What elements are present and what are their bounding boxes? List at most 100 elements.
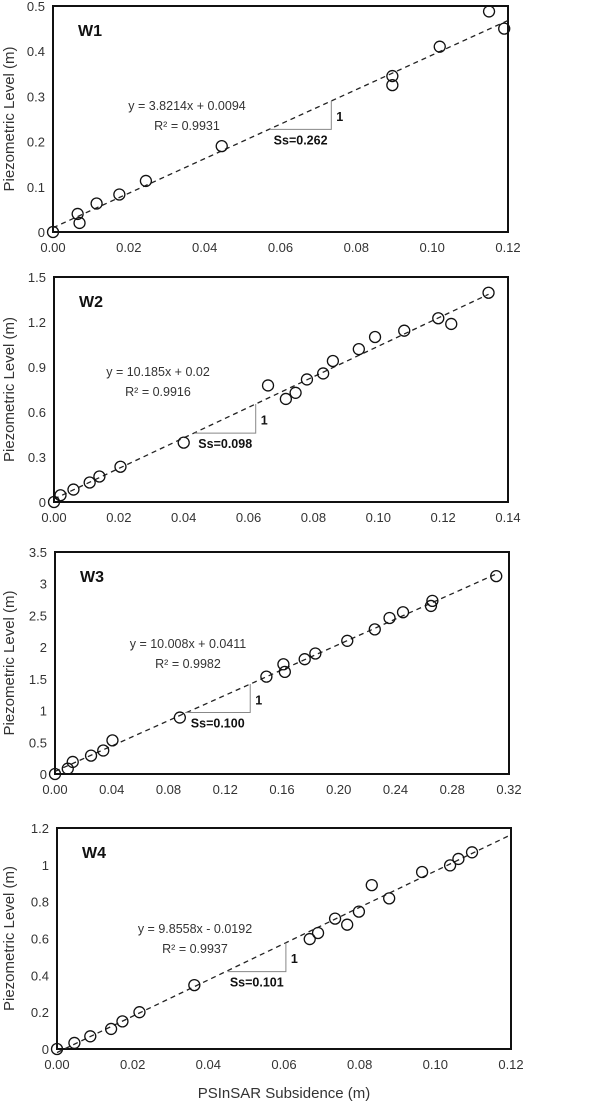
panel-label: W3: [80, 569, 104, 586]
x-tick-label: 0.00: [41, 510, 66, 525]
trendline: [56, 834, 512, 1054]
plot-frame: [53, 276, 509, 503]
data-point: [261, 379, 275, 392]
plot-frame: [56, 827, 512, 1050]
y-tick-label: 0.5: [29, 735, 47, 750]
data-point: [116, 1015, 129, 1028]
data-point: [424, 599, 438, 613]
x-tick-label: 0.02: [116, 240, 141, 255]
x-tick-label: 0.02: [106, 510, 131, 525]
x-tick-label: 0.06: [271, 1057, 296, 1072]
slope-rise-label: 1: [291, 952, 298, 966]
y-tick-label: 0.1: [27, 180, 45, 195]
y-tick-label: 1.5: [28, 270, 46, 285]
slope-triangle: [185, 684, 251, 713]
plot-frame: [52, 5, 509, 233]
x-tick-label: 0.14: [495, 510, 520, 525]
y-tick-label: 2.5: [29, 608, 47, 623]
data-point: [114, 460, 127, 473]
y-axis-label: Piezometric Level (m): [1, 590, 18, 735]
regression-equation: y = 10.185x + 0.02: [106, 365, 210, 379]
panel-w1: 0.00 0.02 0.04 0.06 0.08 0.10 0.12 0 0.1 0.2 0.3 0.…: [1, 0, 521, 255]
x-tick-label: 0.20: [326, 782, 351, 797]
data-point: [482, 286, 495, 299]
x-tick-label: 0.08: [347, 1057, 372, 1072]
y-tick-label: 0: [38, 225, 45, 240]
data-point: [368, 330, 382, 344]
data-point: [139, 174, 153, 188]
data-point: [93, 470, 106, 483]
y-tick-label: 1.2: [31, 821, 49, 836]
regression-equation: y = 9.8558x - 0.0192: [138, 922, 252, 936]
x-tick-label: 0.00: [44, 1057, 69, 1072]
data-point: [465, 846, 479, 859]
data-point: [260, 670, 273, 683]
data-point: [352, 905, 366, 918]
data-point: [48, 767, 62, 781]
data-point: [415, 865, 429, 879]
y-tick-label: 2: [40, 640, 47, 655]
y-tick-label: 0.3: [28, 450, 46, 465]
data-point: [68, 1036, 81, 1050]
data-point: [177, 436, 190, 449]
panel-label: W2: [79, 294, 103, 311]
slope-run-label: Ss=0.262: [274, 133, 328, 147]
trendline: [53, 293, 489, 500]
data-point: [113, 188, 126, 201]
data-point: [47, 495, 61, 509]
slope-run-label: Ss=0.101: [230, 976, 284, 990]
data-point: [303, 932, 316, 946]
data-point: [289, 386, 302, 399]
panel-w2: 0.00 0.02 0.04 0.06 0.08 0.10 0.12 0.14 0 0.3 0.6 0…: [1, 270, 521, 525]
data-point: [341, 634, 354, 647]
data-point: [188, 978, 201, 992]
data-point: [83, 476, 96, 489]
y-tick-label: 0.3: [27, 89, 45, 104]
y-tick-label: 1.2: [28, 315, 46, 330]
panel-label: W1: [78, 23, 102, 40]
x-tick-label: 0.28: [440, 782, 465, 797]
y-tick-label: 0.6: [28, 405, 46, 420]
data-point: [46, 225, 60, 239]
y-tick-label: 0: [40, 767, 47, 782]
data-point: [67, 483, 80, 496]
slope-triangle: [227, 942, 287, 973]
slope-rise-label: 1: [336, 110, 343, 124]
data-point: [352, 342, 365, 356]
y-tick-label: 0.2: [31, 1005, 49, 1020]
slope-rise-label: 1: [255, 693, 262, 707]
slope-triangle: [194, 403, 257, 434]
data-point: [298, 653, 311, 666]
data-point: [84, 1030, 97, 1043]
slope-run-label: Ss=0.098: [198, 437, 252, 451]
x-tick-label: 0.06: [268, 240, 293, 255]
y-tick-label: 0.9: [28, 360, 46, 375]
data-point: [341, 918, 354, 931]
x-tick-label: 0.10: [366, 510, 391, 525]
data-point: [173, 711, 187, 724]
y-tick-label: 0.6: [31, 932, 49, 947]
data-point: [326, 354, 340, 368]
data-point: [398, 324, 411, 337]
data-point: [50, 1042, 64, 1056]
x-tick-label: 0.08: [301, 510, 326, 525]
data-point: [433, 40, 446, 53]
x-tick-label: 0.12: [430, 510, 455, 525]
slope-triangle: [269, 100, 332, 130]
y-tick-label: 0.5: [27, 0, 45, 14]
data-point: [66, 755, 79, 769]
data-point: [443, 859, 457, 872]
x-tick-label: 0.06: [236, 510, 261, 525]
regression-equation: y = 3.8214x + 0.0094: [128, 99, 246, 113]
x-tick-label: 0.12: [495, 240, 520, 255]
x-tick-label: 0.00: [42, 782, 67, 797]
slope-rise-label: 1: [261, 414, 268, 428]
x-tick-label: 0.08: [156, 782, 181, 797]
r-squared-label: R² = 0.9916: [125, 385, 191, 399]
x-tick-label: 0.08: [344, 240, 369, 255]
data-point: [368, 623, 381, 636]
y-tick-label: 3: [40, 577, 47, 592]
data-point: [309, 647, 322, 660]
r-squared-label: R² = 0.9937: [162, 942, 228, 956]
